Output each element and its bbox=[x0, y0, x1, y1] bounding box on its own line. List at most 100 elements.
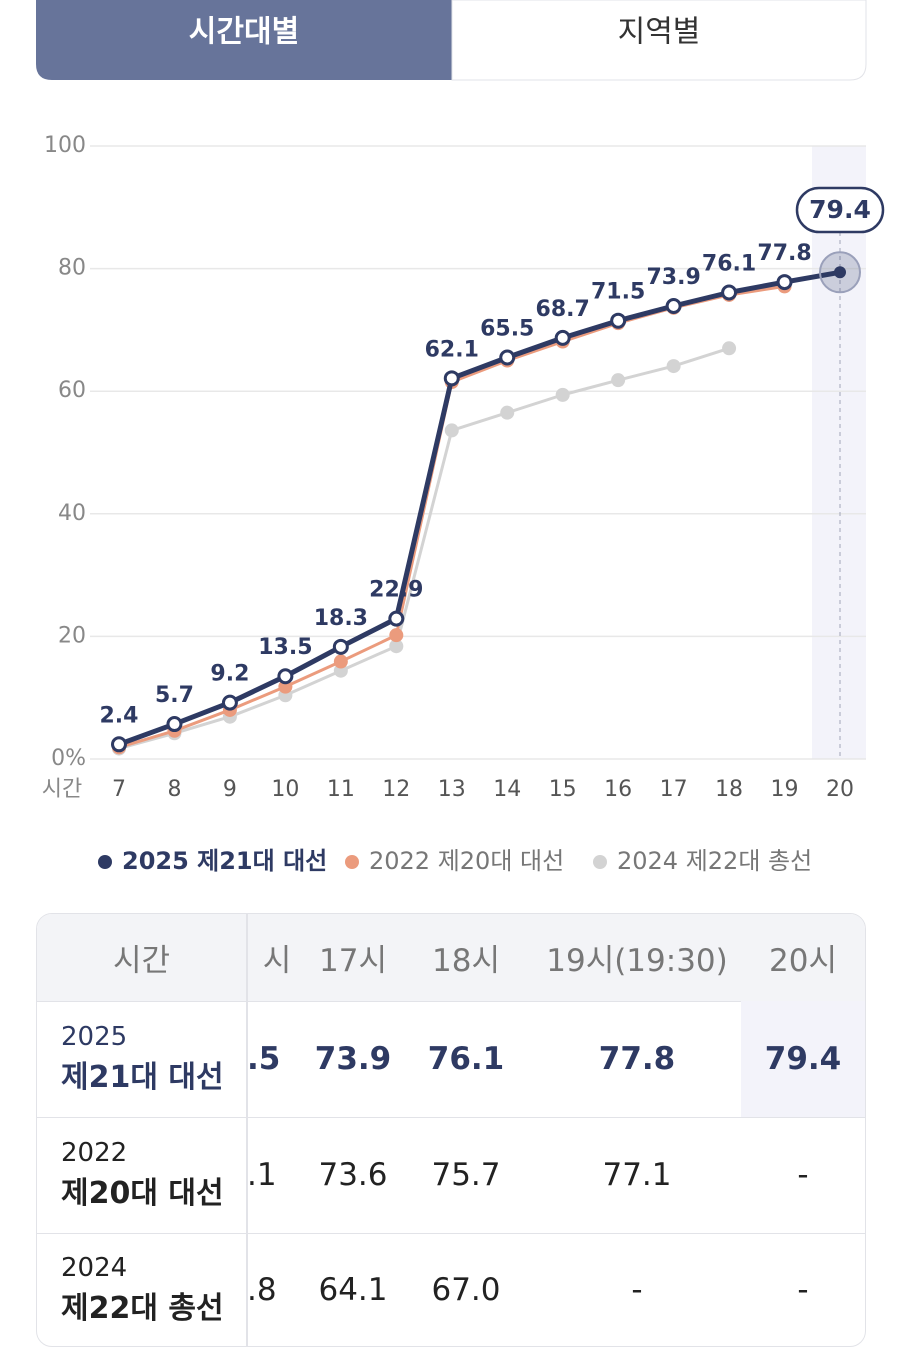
y-tick-label: 60 bbox=[58, 378, 86, 403]
x-tick-label: 9 bbox=[223, 777, 237, 802]
row-name: 제22대 총선 bbox=[61, 1290, 224, 1326]
data-label: 79.4 bbox=[809, 195, 871, 224]
point bbox=[389, 628, 404, 643]
data-label: 13.5 bbox=[258, 635, 312, 660]
header-cell: 18시 bbox=[399, 914, 533, 1001]
table: 시간 시 17시 18시 19시(19:30) 20시 2025 제21대 대선 .5 73.9 7… bbox=[36, 913, 866, 1347]
x-tick-label: 12 bbox=[382, 777, 410, 802]
y-tick-label: 0% bbox=[51, 746, 86, 771]
header-cell: 시 bbox=[247, 914, 307, 1001]
data-label: 18.3 bbox=[314, 606, 368, 631]
point bbox=[834, 266, 846, 279]
x-tick-label: 15 bbox=[549, 777, 577, 802]
data-label: 68.7 bbox=[536, 297, 590, 322]
x-tick-label: 19 bbox=[771, 777, 799, 802]
row-divider bbox=[37, 1117, 865, 1118]
point bbox=[277, 668, 294, 685]
legend-label: 2022 제20대 대선 bbox=[369, 847, 564, 875]
x-tick-label: 11 bbox=[327, 777, 355, 802]
point bbox=[333, 654, 348, 669]
x-tick-label: 18 bbox=[715, 777, 743, 802]
x-tick-label: 13 bbox=[438, 777, 466, 802]
point bbox=[443, 370, 460, 387]
y-tick-label: 100 bbox=[44, 133, 86, 158]
point bbox=[721, 284, 738, 301]
x-axis-label: 시간 bbox=[42, 777, 82, 802]
row-year: 2025 bbox=[61, 1022, 128, 1052]
x-tick-label: 16 bbox=[604, 777, 632, 802]
legend-label: 2025 제21대 대선 bbox=[122, 847, 327, 875]
point bbox=[500, 405, 515, 420]
data-label: 65.5 bbox=[480, 316, 534, 341]
column-divider bbox=[247, 914, 248, 1346]
row-name: 제20대 대선 bbox=[61, 1176, 224, 1211]
point bbox=[722, 341, 737, 356]
y-tick-label: 40 bbox=[58, 501, 86, 526]
point bbox=[555, 387, 570, 402]
row-divider bbox=[37, 1233, 865, 1234]
table-cell: 77.1 bbox=[602, 1157, 672, 1193]
point bbox=[389, 639, 404, 654]
point bbox=[554, 329, 571, 346]
table-cell: 67.0 bbox=[431, 1271, 501, 1308]
x-tick-label: 20 bbox=[826, 777, 854, 802]
x-tick-label: 17 bbox=[660, 777, 688, 802]
table-cell: 64.1 bbox=[318, 1271, 388, 1308]
table-cell: 77.8 bbox=[598, 1041, 676, 1077]
data-label: 2.4 bbox=[100, 703, 139, 728]
x-tick-label: 8 bbox=[167, 777, 181, 802]
header-cell: 20시 bbox=[741, 914, 865, 1001]
callout-box bbox=[795, 186, 885, 234]
table-cell: - bbox=[631, 1271, 643, 1308]
table-cell: .1 bbox=[247, 1157, 277, 1193]
legend-label: 2024 제22대 총선 bbox=[617, 847, 812, 875]
point bbox=[332, 638, 349, 655]
x-tick-label: 10 bbox=[271, 777, 299, 802]
tab[interactable] bbox=[451, 0, 867, 81]
header-cell: 19시(19:30) bbox=[533, 914, 741, 1001]
series-line bbox=[118, 269, 841, 747]
row-name: 제21대 대선 bbox=[61, 1060, 224, 1095]
y-tick-label: 80 bbox=[58, 256, 86, 281]
legend-marker bbox=[593, 855, 607, 869]
tab-active[interactable] bbox=[36, 0, 452, 80]
table-cell: 76.1 bbox=[427, 1041, 505, 1077]
table-cell: .5 bbox=[247, 1041, 281, 1077]
chart: 시간대별 지역별 0% 20 40 60 80 100 시간 7 8 9 10 11 12 13 14 15 1… bbox=[36, 0, 885, 875]
point bbox=[611, 373, 626, 388]
row-label: 2025 제21대 대선 bbox=[37, 1001, 247, 1117]
table-cell: - bbox=[797, 1271, 809, 1308]
row-divider bbox=[37, 1001, 865, 1002]
table-cell: 79.4 bbox=[741, 1001, 865, 1117]
table-cell: 73.9 bbox=[314, 1041, 392, 1077]
x-tick-label: 14 bbox=[493, 777, 521, 802]
point bbox=[388, 610, 405, 627]
data-label: 9.2 bbox=[210, 662, 249, 687]
row-label: 2022 제20대 대선 bbox=[37, 1117, 247, 1233]
point bbox=[665, 297, 682, 314]
data-label: 73.9 bbox=[646, 265, 700, 290]
legend-marker bbox=[345, 855, 359, 869]
row-year: 2024 bbox=[61, 1252, 128, 1283]
x-tick-label: 7 bbox=[112, 777, 126, 802]
series-line bbox=[118, 346, 730, 751]
point bbox=[166, 716, 183, 733]
table-cell: 73.6 bbox=[318, 1157, 388, 1193]
point bbox=[776, 274, 793, 291]
tab-label[interactable]: 시간대별 bbox=[189, 15, 299, 50]
point bbox=[111, 736, 127, 753]
table-cell: - bbox=[797, 1157, 809, 1193]
tab-label[interactable]: 지역별 bbox=[618, 15, 701, 50]
row-label: 2024 제22대 총선 bbox=[37, 1233, 247, 1346]
table-cell: .8 bbox=[247, 1271, 277, 1308]
data-label: 71.5 bbox=[591, 280, 645, 305]
point bbox=[610, 312, 627, 329]
header-cell: 17시 bbox=[307, 914, 399, 1001]
point bbox=[499, 349, 516, 366]
data-label: 77.8 bbox=[757, 241, 811, 266]
legend-marker bbox=[98, 855, 112, 869]
data-label: 62.1 bbox=[425, 337, 479, 362]
data-label: 5.7 bbox=[155, 683, 194, 708]
point bbox=[444, 423, 459, 438]
